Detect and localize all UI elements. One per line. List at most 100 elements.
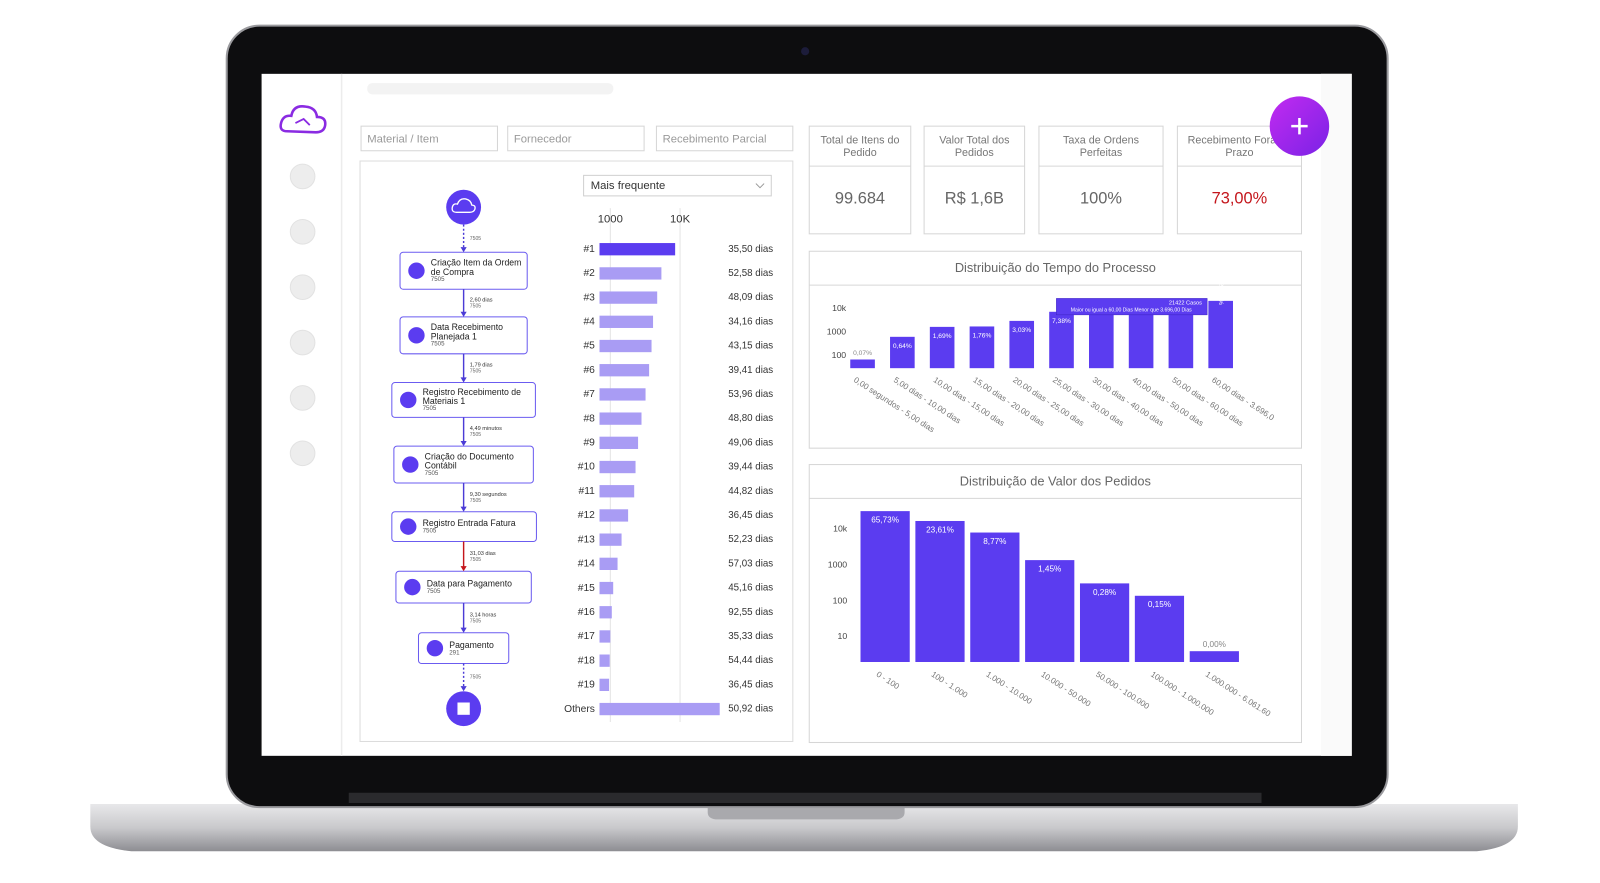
sidebar-item[interactable]	[289, 218, 316, 245]
filter-input[interactable]	[507, 125, 645, 152]
bar[interactable]	[1168, 308, 1194, 369]
flow-edge-count: 7505	[470, 675, 482, 681]
variant-duration: 50,92 dias	[728, 704, 773, 715]
bar[interactable]	[850, 359, 875, 369]
bar[interactable]	[1128, 306, 1154, 369]
kpi-value: R$ 1,6B	[945, 189, 1004, 207]
kpi-card	[923, 125, 1026, 235]
tooltip-box	[1056, 298, 1208, 316]
variant-label: #16	[578, 607, 595, 618]
variant-bar[interactable]	[599, 267, 662, 280]
filter-input[interactable]	[360, 125, 498, 152]
flow-node-label: Pagamento	[449, 639, 494, 650]
variant-bar[interactable]	[599, 412, 642, 425]
y-tick-label: 10k	[833, 524, 848, 534]
variant-bar[interactable]	[599, 291, 658, 304]
variant-bar[interactable]	[599, 678, 610, 692]
flow-node-count: 7505	[430, 276, 445, 284]
variant-label: #15	[578, 583, 595, 594]
fab-plus[interactable]	[1291, 117, 1308, 135]
bar[interactable]	[1089, 305, 1114, 369]
bar[interactable]	[1009, 320, 1035, 369]
bar[interactable]	[1189, 651, 1239, 662]
sort-dropdown[interactable]	[583, 174, 772, 197]
flow-edge-duration: 9,30 segundos	[470, 492, 507, 498]
bar-label: 1,76%	[972, 332, 991, 339]
tooltip-text: Maior ou igual a 60,00 Dias Menor que 3.…	[1071, 308, 1192, 314]
variant-label: #4	[583, 317, 595, 328]
sidebar-item[interactable]	[289, 385, 316, 411]
variant-bar[interactable]	[599, 315, 654, 328]
variant-bar[interactable]	[599, 485, 635, 498]
fab-button[interactable]	[1269, 96, 1330, 156]
bar[interactable]	[860, 511, 910, 662]
sidebar-item[interactable]	[289, 274, 316, 300]
kpi-card	[1038, 125, 1164, 235]
sidebar-item[interactable]	[289, 329, 316, 356]
flow-node-label: Data Recebimento Planejada 1	[430, 322, 504, 342]
variant-bar[interactable]	[599, 243, 676, 256]
sidebar-item[interactable]	[289, 440, 316, 467]
variant-bar[interactable]	[599, 630, 611, 643]
y-tick-label: 10	[837, 631, 847, 641]
variant-bar[interactable]	[599, 388, 646, 401]
sidebar-item[interactable]	[289, 163, 316, 190]
variant-label: #5	[583, 341, 595, 352]
variant-bar[interactable]	[599, 606, 612, 619]
bar[interactable]	[1025, 560, 1075, 662]
flow-arrowhead	[460, 377, 467, 383]
variant-label: #12	[578, 510, 595, 521]
variant-bar[interactable]	[599, 702, 720, 716]
flow-edge-count: 7505	[470, 432, 482, 438]
flow-arrowhead	[460, 686, 467, 692]
kpi-value: 99.684	[835, 189, 885, 207]
bar[interactable]	[1049, 311, 1074, 369]
bar[interactable]	[890, 336, 915, 369]
variant-label: #13	[578, 534, 595, 545]
bar[interactable]	[1208, 300, 1233, 369]
bar[interactable]	[929, 326, 955, 369]
bar[interactable]	[915, 520, 965, 662]
chart-title: Distribuição do Tempo do Processo	[955, 260, 1156, 275]
variant-bar[interactable]	[599, 557, 618, 571]
variant-bar[interactable]	[599, 460, 636, 474]
variant-duration: 45,16 dias	[728, 583, 773, 594]
bar[interactable]	[1134, 595, 1185, 662]
variant-bar[interactable]	[599, 509, 629, 522]
tooltip-title: 21422 Casos	[1169, 301, 1202, 307]
variant-duration: 39,41 dias	[728, 365, 773, 376]
variant-duration: 36,45 dias	[728, 510, 773, 521]
bar[interactable]	[969, 326, 995, 369]
bar-label: 0,00%	[1203, 640, 1226, 649]
flow-edge-duration: 4,49 minutos	[470, 426, 502, 432]
variant-bar[interactable]	[599, 654, 610, 667]
flow-arrowhead	[460, 627, 467, 633]
variant-bar[interactable]	[599, 533, 622, 546]
flow-node-dot	[408, 327, 425, 344]
sort-dropdown-value: Mais frequente	[591, 180, 666, 192]
app-logo[interactable]	[279, 105, 327, 134]
bar-label: 7,38%	[1052, 318, 1071, 325]
variant-bar[interactable]	[599, 364, 650, 377]
bar[interactable]	[1079, 583, 1130, 662]
flow-node-dot	[400, 391, 417, 409]
variant-label: Others	[564, 704, 595, 715]
variant-duration: 52,58 dias	[728, 268, 773, 279]
bar-label: 0,64%	[893, 343, 912, 350]
variant-duration: 53,96 dias	[728, 389, 773, 400]
filter-input[interactable]	[655, 125, 794, 152]
bar-label: 0,07%	[853, 350, 872, 357]
variant-duration: 44,82 dias	[728, 486, 773, 497]
flow-node-label: Criação Item da Ordem de Compra	[430, 257, 522, 277]
variant-bar[interactable]	[599, 339, 652, 353]
bar[interactable]	[970, 532, 1020, 662]
variant-bar[interactable]	[599, 581, 614, 595]
bar-label: 65,73%	[871, 516, 899, 525]
variant-bar[interactable]	[599, 436, 639, 449]
bar-label: 0,15%	[1148, 600, 1171, 609]
variant-label: #6	[583, 365, 595, 376]
